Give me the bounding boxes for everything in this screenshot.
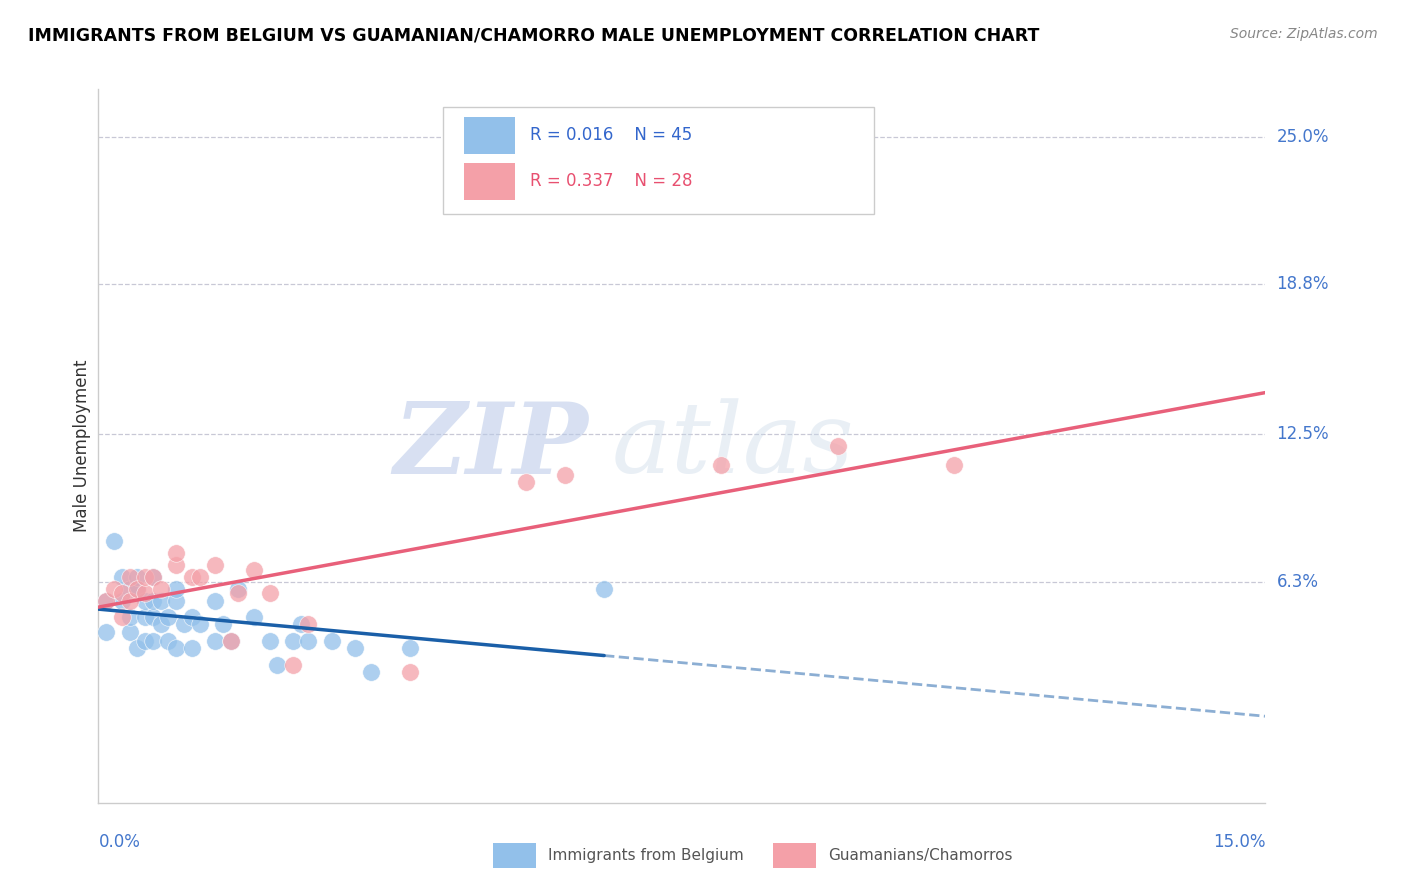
Point [515,475,537,489]
Text: 25.0%: 25.0% [1277,128,1329,145]
Point [149,582,172,596]
FancyBboxPatch shape [773,843,815,869]
Point [157,634,180,648]
Point [180,610,202,624]
Point [165,558,187,572]
Point [204,634,226,648]
Point [321,634,343,648]
Point [219,634,242,648]
Point [165,641,187,656]
Point [111,610,134,624]
Point [398,665,420,679]
FancyBboxPatch shape [443,107,875,214]
Point [96,593,118,607]
Point [142,570,165,584]
Point [188,570,211,584]
Point [127,582,149,596]
Point [157,610,180,624]
Point [228,582,250,596]
Point [142,634,165,648]
Point [165,546,187,560]
Point [593,582,616,596]
Point [118,570,141,584]
Point [204,593,226,607]
Point [173,617,195,632]
Point [827,439,849,453]
Text: R = 0.337    N = 28: R = 0.337 N = 28 [530,172,693,190]
Point [290,617,312,632]
Point [297,634,319,648]
Point [180,641,202,656]
Point [149,593,172,607]
Point [398,641,420,656]
Point [103,534,125,549]
Text: 15.0%: 15.0% [1213,833,1265,851]
Point [134,586,156,600]
Point [259,586,281,600]
Point [111,570,134,584]
FancyBboxPatch shape [464,117,515,154]
Text: Immigrants from Belgium: Immigrants from Belgium [548,848,744,863]
Point [134,610,156,624]
Point [103,582,125,596]
Point [212,617,235,632]
Text: 18.8%: 18.8% [1277,276,1329,293]
Point [710,458,733,472]
Text: atlas: atlas [612,399,855,493]
Text: ZIP: ZIP [394,398,589,494]
Point [118,582,141,596]
Text: 0.0%: 0.0% [98,833,141,851]
Point [180,570,202,584]
Point [118,610,141,624]
Text: R = 0.016    N = 45: R = 0.016 N = 45 [530,127,692,145]
Point [142,610,165,624]
Text: Guamanians/Chamorros: Guamanians/Chamorros [828,848,1012,863]
Point [344,641,367,656]
Point [118,593,141,607]
Point [149,617,172,632]
Point [360,665,382,679]
Point [111,593,134,607]
Point [111,586,134,600]
Point [243,563,266,577]
Y-axis label: Male Unemployment: Male Unemployment [73,359,91,533]
Point [297,617,319,632]
FancyBboxPatch shape [464,163,515,200]
Point [243,610,266,624]
Text: Source: ZipAtlas.com: Source: ZipAtlas.com [1230,27,1378,41]
Text: IMMIGRANTS FROM BELGIUM VS GUAMANIAN/CHAMORRO MALE UNEMPLOYMENT CORRELATION CHAR: IMMIGRANTS FROM BELGIUM VS GUAMANIAN/CHA… [28,27,1039,45]
Point [142,570,165,584]
Point [127,582,149,596]
Point [188,617,211,632]
Point [127,641,149,656]
Point [134,634,156,648]
Point [228,586,250,600]
Point [134,570,156,584]
Point [142,593,165,607]
Text: 12.5%: 12.5% [1277,425,1329,443]
Point [219,634,242,648]
Point [259,634,281,648]
Point [266,657,288,672]
Text: 6.3%: 6.3% [1277,573,1319,591]
Point [96,624,118,639]
Point [281,657,304,672]
Point [281,634,304,648]
Point [118,624,141,639]
Point [134,593,156,607]
Point [554,467,576,482]
Point [96,593,118,607]
Point [943,458,966,472]
Point [165,582,187,596]
Point [204,558,226,572]
Point [127,570,149,584]
Point [165,593,187,607]
FancyBboxPatch shape [494,843,536,869]
